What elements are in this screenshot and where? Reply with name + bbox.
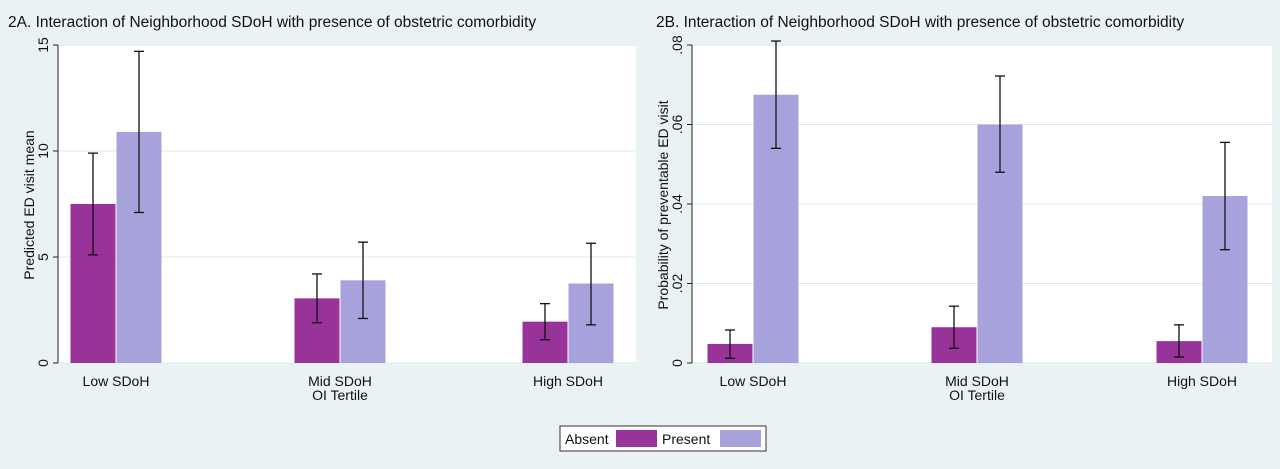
legend-label-absent: Absent [565,431,609,447]
x-tick-label-2b-1: Mid SDoH [945,373,1009,389]
x-tick-label-2b-0: Low SDoH [720,373,787,389]
chart-panel-2b: 2B. Interaction of Neighborhood SDoH wit… [655,14,1272,403]
y-axis-label-2a: Predicted ED visit mean [21,130,37,279]
y-tick-label-2b-0: 0 [669,359,685,367]
error-bar-2b-absent-0 [725,329,735,359]
x-ticks-2b: Low SDoH Mid SDoH High SDoH [720,373,1237,389]
error-bar-2b-absent-1 [949,305,959,349]
chart-panel-2a: 2A. Interaction of Neighborhood SDoH wit… [8,14,636,403]
legend-swatch-present [720,430,761,447]
error-bar-2a-absent-1 [312,273,322,324]
error-bar-2b-present-2 [1220,141,1230,251]
error-bar-2a-present-0 [134,50,144,214]
x-tick-label-2a-1: Mid SDoH [308,373,372,389]
x-ticks-2a: Low SDoH Mid SDoH High SDoH [83,373,603,389]
y-tick-label-2b-1: .02 [669,274,685,294]
y-ticks-2b: 0 .02 .04 .06 .08 [669,35,692,367]
y-tick-label-2b-3: .06 [669,115,685,135]
error-bars-2a [88,50,596,341]
x-axis-label-2a: OI Tertile [312,387,368,403]
y-tick-label-2a-1: 5 [35,253,51,261]
error-bar-2b-present-1 [995,75,1005,173]
y-tick-label-2b-2: .04 [669,194,685,214]
y-tick-label-2a-3: 15 [35,37,51,53]
y-ticks-2a: 0 5 10 15 [35,37,58,367]
y-tick-label-2a-0: 0 [35,359,51,367]
chart-title-2a: 2A. Interaction of Neighborhood SDoH wit… [8,14,536,31]
y-axis-label-2b: Probability of preventable ED visit [655,100,671,309]
y-tick-label-2b-4: .08 [669,35,685,55]
legend-label-present: Present [662,431,710,447]
error-bar-2a-present-2 [586,242,596,326]
x-tick-label-2b-2: High SDoH [1167,373,1237,389]
error-bar-2b-present-0 [771,40,781,150]
legend: Absent Present [559,425,767,452]
error-bar-2a-absent-2 [540,302,550,341]
legend-swatch-absent [616,430,657,447]
x-tick-label-2a-0: Low SDoH [83,373,150,389]
error-bar-2a-absent-0 [88,152,98,256]
error-bars-2b [725,40,1230,359]
error-bar-2b-absent-2 [1174,324,1184,358]
x-tick-label-2a-2: High SDoH [533,373,603,389]
x-axis-label-2b: OI Tertile [949,387,1005,403]
error-bar-2a-present-1 [358,241,368,320]
chart-title-2b: 2B. Interaction of Neighborhood SDoH wit… [656,14,1184,31]
y-tick-label-2a-2: 10 [35,143,51,159]
